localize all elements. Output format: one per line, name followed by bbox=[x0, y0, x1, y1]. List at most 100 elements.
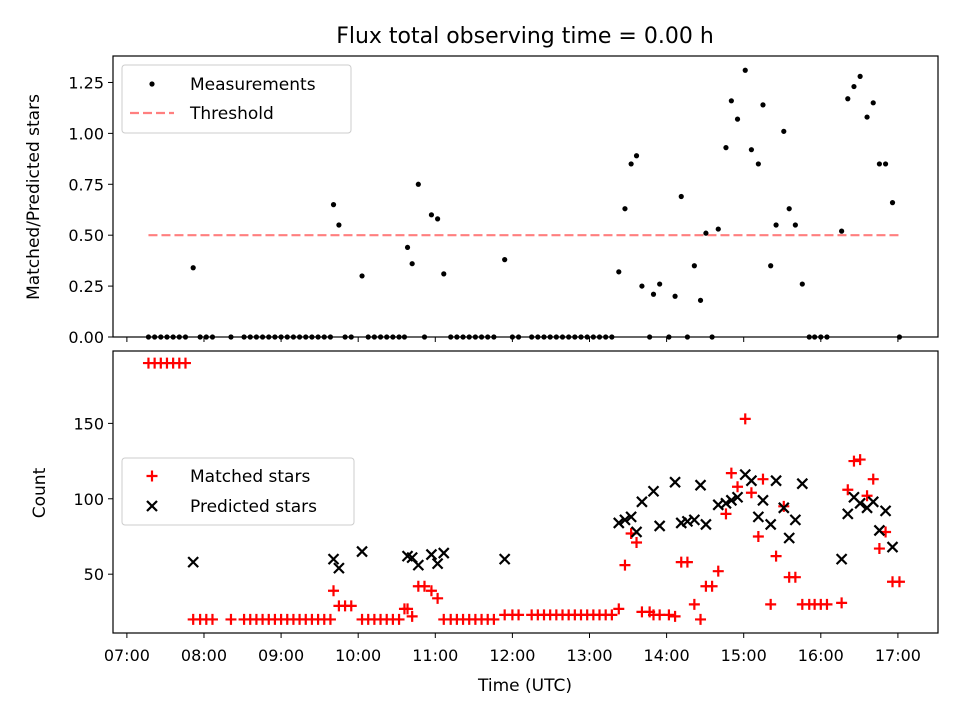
matched-star-point bbox=[513, 609, 525, 621]
bottom-plot-frame bbox=[112, 350, 939, 634]
matched-star-point bbox=[324, 613, 336, 625]
measurement-point bbox=[691, 263, 697, 269]
legend-matched-label: Matched stars bbox=[190, 467, 310, 487]
predicted-star-point bbox=[613, 517, 625, 529]
bottom-legend-box bbox=[121, 457, 355, 526]
matched-star-point bbox=[712, 565, 724, 577]
matched-star-point bbox=[345, 600, 357, 612]
matched-star-point bbox=[873, 543, 885, 555]
measurement-point bbox=[336, 222, 342, 228]
measurement-point bbox=[435, 216, 441, 222]
top-y-tick-label: 0.00 bbox=[68, 328, 104, 347]
matched-star-point bbox=[631, 537, 643, 549]
x-tick-label: 14:00 bbox=[644, 646, 690, 665]
matched-star-point bbox=[745, 487, 757, 499]
top-plot-frame bbox=[112, 55, 939, 338]
matched-star-point bbox=[770, 550, 782, 562]
top-y-axis-label: Matched/Predicted stars bbox=[24, 94, 44, 300]
x-tick-label: 12:00 bbox=[489, 646, 535, 665]
top-y-tick-label: 0.75 bbox=[68, 175, 104, 194]
bottom-panel: 50 100 150 07:00 08:00 09:00 10:00 11:00 12:00 13… bbox=[73, 350, 939, 665]
matched-star-point bbox=[752, 530, 764, 542]
matched-star-point bbox=[821, 598, 833, 610]
matched-star-point bbox=[706, 580, 718, 592]
legend-threshold-label: Threshold bbox=[189, 104, 274, 124]
matched-star-point bbox=[328, 585, 340, 597]
matched-star-point bbox=[765, 598, 777, 610]
legend-measurement-marker bbox=[149, 81, 155, 87]
matched-star-point bbox=[393, 613, 405, 625]
predicted-star-point bbox=[745, 474, 758, 487]
predicted-star-point bbox=[873, 524, 886, 537]
measurement-point bbox=[359, 273, 365, 279]
predicted-star-point bbox=[425, 548, 438, 561]
x-tick-label: 11:00 bbox=[412, 646, 458, 665]
chart-title: Flux total observing time = 0.00 h bbox=[336, 24, 714, 49]
x-tick-label: 15:00 bbox=[721, 646, 767, 665]
measurement-point bbox=[715, 226, 721, 232]
predicted-star-point bbox=[879, 505, 892, 517]
matched-star-point bbox=[402, 603, 414, 615]
measurement-point bbox=[330, 202, 337, 208]
predicted-star-point bbox=[700, 518, 712, 531]
predicted-star-point bbox=[731, 491, 744, 504]
measurement-point bbox=[786, 206, 792, 212]
matched-star-point bbox=[225, 613, 237, 625]
predicted-star-point bbox=[854, 497, 866, 510]
matched-star-point bbox=[842, 484, 854, 496]
matched-star-point bbox=[836, 597, 848, 609]
measurement-point bbox=[755, 161, 761, 167]
matched-star-point bbox=[861, 490, 873, 502]
matched-star-point bbox=[432, 592, 444, 604]
matched-star-point bbox=[179, 357, 191, 369]
predicted-star-point bbox=[647, 485, 660, 498]
measurement-point bbox=[870, 100, 876, 106]
x-tick-label: 17:00 bbox=[875, 646, 921, 665]
matched-star-point bbox=[425, 585, 437, 597]
bottom-legend: Matched stars Predicted stars bbox=[121, 457, 355, 526]
matched-star-point bbox=[848, 455, 860, 467]
predicted-star-point bbox=[630, 526, 643, 538]
measurement-point bbox=[839, 228, 845, 234]
measurement-point bbox=[633, 153, 640, 159]
x-tick-label: 10:00 bbox=[335, 646, 381, 665]
matched-star-point bbox=[854, 454, 866, 466]
measurement-point bbox=[864, 114, 870, 120]
matched-star-point bbox=[725, 467, 737, 479]
x-tick-label: 16:00 bbox=[798, 646, 844, 665]
measurement-point bbox=[768, 263, 774, 269]
matched-star-point bbox=[789, 571, 801, 583]
measurement-point bbox=[616, 269, 622, 275]
predicted-star-point bbox=[886, 541, 899, 553]
measurement-point bbox=[882, 161, 889, 167]
measurement-point bbox=[792, 222, 798, 228]
matched-star-point bbox=[613, 603, 625, 615]
predicted-star-point bbox=[770, 474, 782, 487]
measurement-point bbox=[734, 116, 741, 122]
top-legend: Measurements Threshold bbox=[121, 64, 352, 134]
predicted-star-point bbox=[783, 532, 795, 544]
predicted-star-point bbox=[688, 514, 701, 526]
measurement-point bbox=[723, 145, 729, 151]
matched-star-point bbox=[893, 576, 905, 588]
predicted-star-point bbox=[796, 477, 809, 490]
measurement-point bbox=[773, 222, 779, 228]
measurement-point bbox=[639, 283, 645, 289]
matched-star-point bbox=[732, 481, 744, 493]
legend-measurements-label: Measurements bbox=[190, 75, 316, 95]
matched-star-point bbox=[720, 508, 732, 520]
x-tick-label: 07:00 bbox=[104, 646, 150, 665]
predicted-star-point bbox=[412, 559, 425, 571]
measurement-point bbox=[845, 96, 851, 102]
matched-star-point bbox=[619, 559, 631, 571]
top-y-tick-label: 0.50 bbox=[68, 226, 104, 245]
predicted-star-point bbox=[778, 502, 790, 514]
matched-star-point bbox=[206, 613, 218, 625]
predicted-star-point bbox=[694, 479, 707, 491]
matched-star-point bbox=[654, 609, 666, 621]
predicted-star-point bbox=[653, 520, 666, 532]
measurement-point bbox=[748, 147, 755, 153]
predicted-star-point bbox=[437, 547, 450, 559]
matched-star-point bbox=[757, 473, 769, 485]
matched-star-point bbox=[663, 609, 675, 621]
